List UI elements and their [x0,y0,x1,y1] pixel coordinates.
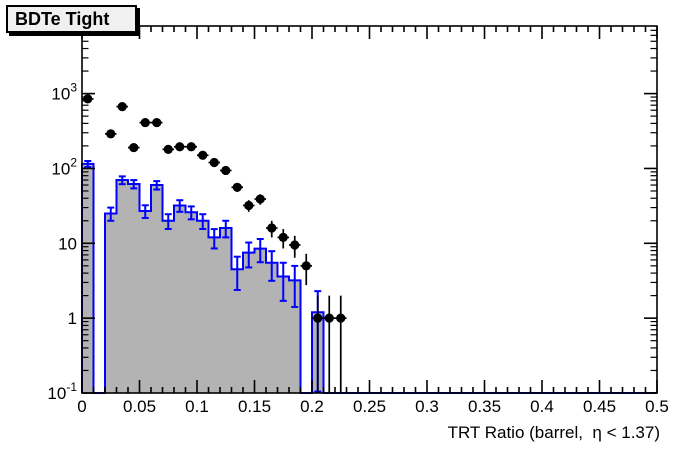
data-point-marker [278,232,288,242]
svg-text:0.2: 0.2 [300,397,324,416]
data-points [82,94,347,393]
data-point-marker [186,142,196,152]
data-point-marker [129,142,139,153]
data-point-marker [175,142,185,152]
svg-text:10: 10 [58,234,77,253]
svg-text:102: 102 [51,155,77,178]
histogram-error-bars [84,160,322,393]
data-point-marker [152,117,162,128]
data-point-marker [336,313,346,323]
data-point-marker [106,129,116,139]
y-axis-labels: 10-1 1 10 102 103 [47,81,77,403]
svg-text:0.35: 0.35 [468,397,501,416]
axis-ticks [81,26,658,394]
svg-text:1: 1 [68,309,77,328]
data-point-marker [140,117,150,128]
data-point-marker [209,157,219,168]
data-point-marker [232,182,242,192]
data-point-marker [117,102,127,112]
data-point-marker [255,194,265,204]
svg-text:10-1: 10-1 [47,380,77,403]
svg-text:0.5: 0.5 [645,397,669,416]
data-point-marker [163,144,173,154]
data-point-marker [324,313,334,323]
svg-text:0.45: 0.45 [583,397,616,416]
data-point-marker [290,240,300,250]
svg-text:0.4: 0.4 [530,397,554,416]
data-point-marker [83,94,93,104]
x-axis-title: TRT Ratio (barrel, η < 1.37) [447,423,660,442]
svg-text:0.05: 0.05 [123,397,156,416]
histogram-title-box: BDTe Tight [6,5,137,33]
data-point-marker [198,150,208,160]
shaded-histogram [81,162,657,394]
data-point-marker [301,261,311,271]
x-axis-labels: 0 0.05 0.1 0.15 0.2 0.25 0.3 0.35 0.4 0.45 0.5 [77,397,669,416]
svg-text:0.1: 0.1 [185,397,209,416]
data-point-marker [244,200,254,211]
svg-text:103: 103 [51,81,77,104]
svg-text:0.25: 0.25 [353,397,386,416]
data-point-marker [267,223,277,233]
svg-text:0.15: 0.15 [238,397,271,416]
histogram-title: BDTe Tight [15,8,110,29]
data-point-marker [313,313,323,323]
svg-text:0: 0 [77,397,86,416]
svg-text:0.3: 0.3 [415,397,439,416]
data-point-marker [221,165,231,176]
